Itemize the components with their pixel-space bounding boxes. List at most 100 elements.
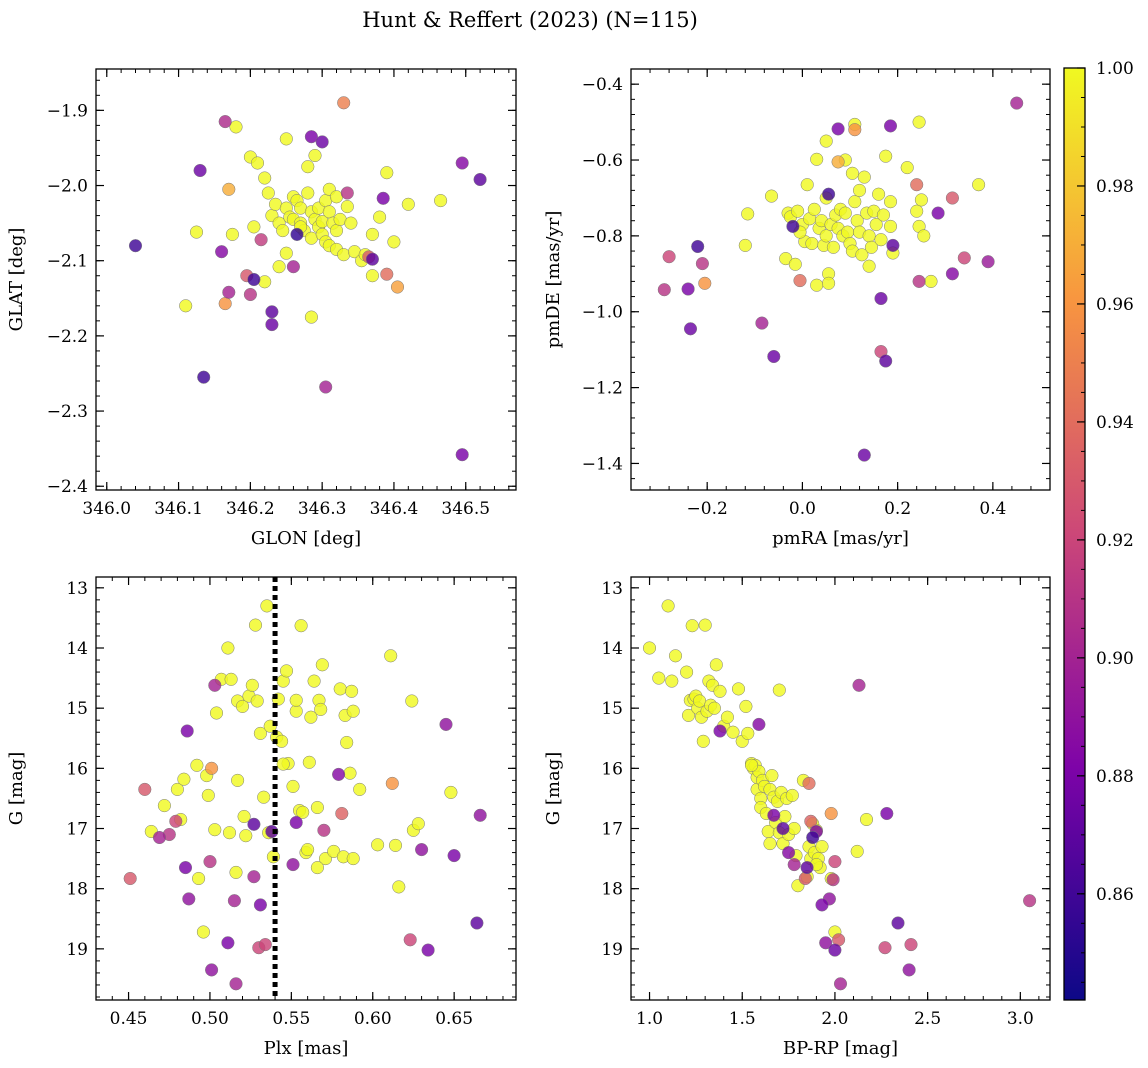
x-tick-label: 2.5 <box>914 1009 941 1029</box>
data-point <box>265 318 279 332</box>
colorbar-tick-label: 0.96 <box>1096 295 1134 315</box>
data-point <box>713 684 727 698</box>
data-point <box>788 257 802 271</box>
y-tick-label: −0.4 <box>582 75 623 95</box>
data-point <box>258 275 272 289</box>
y-tick-label: 13 <box>66 579 88 599</box>
data-point <box>807 202 821 216</box>
data-point <box>179 299 193 313</box>
data-point <box>869 217 883 232</box>
data-point <box>741 207 755 221</box>
data-point <box>473 172 487 187</box>
data-point <box>859 812 874 827</box>
data-point <box>455 448 469 462</box>
data-point <box>411 817 425 831</box>
data-point <box>800 178 814 192</box>
data-point <box>755 316 769 330</box>
colorbar-tick-label: 0.86 <box>1096 885 1134 905</box>
data-point <box>810 278 824 292</box>
data-point <box>662 250 676 264</box>
data-point <box>744 758 759 772</box>
data-point <box>296 805 310 819</box>
x-tick-label: 0.65 <box>435 1009 473 1029</box>
panel-sky: 346.0 346.1 346.2 346.3 346.4 346.5 −1.9 −2.0 −2… <box>6 68 517 549</box>
axes-frame <box>630 576 1051 1001</box>
data-point <box>852 678 866 692</box>
data-point <box>805 236 819 251</box>
data-point <box>123 871 137 886</box>
y-tick-label: 19 <box>66 940 88 960</box>
data-point <box>301 186 315 200</box>
data-point <box>681 708 696 722</box>
data-point <box>310 861 324 875</box>
data-point <box>215 245 229 259</box>
data-point <box>322 205 336 219</box>
y-tick-label: −0.8 <box>582 227 623 247</box>
y-tick-label: −1.9 <box>47 101 88 121</box>
data-point <box>698 618 712 632</box>
data-point <box>247 870 261 884</box>
data-point <box>315 658 329 672</box>
x-tick-label: 0.60 <box>354 1009 392 1029</box>
data-point <box>346 704 360 718</box>
data-point <box>279 664 294 678</box>
data-point <box>874 233 888 247</box>
data-point <box>260 599 274 613</box>
data-point <box>373 210 387 224</box>
data-point <box>819 936 833 950</box>
data-point <box>804 814 818 828</box>
data-point <box>237 809 251 824</box>
x-axis-label: pmRA [mas/yr] <box>772 528 909 549</box>
data-point <box>276 757 290 771</box>
data-point <box>344 216 358 230</box>
data-point <box>473 808 487 822</box>
panel-plx: 0.45 0.50 0.55 0.60 0.65 13 14 15 16 17 18 19 Plx [m… <box>6 576 517 1059</box>
panel-cmd: 1.0 1.5 2.0 2.5 3.0 13 14 15 16 17 18 19 BP-RP [mag]… <box>543 576 1051 1059</box>
data-point <box>250 156 265 170</box>
data-point <box>709 658 723 672</box>
data-point <box>838 206 852 220</box>
data-point <box>257 790 271 804</box>
data-point <box>205 963 219 977</box>
data-point <box>258 938 272 952</box>
data-point <box>696 734 710 748</box>
data-point <box>208 678 222 692</box>
data-point <box>308 148 322 163</box>
data-point <box>720 710 734 724</box>
data-point <box>752 717 766 731</box>
data-point <box>824 806 838 821</box>
data-point <box>972 178 986 192</box>
data-point <box>385 776 399 790</box>
data-point <box>304 130 318 144</box>
data-point <box>850 844 864 858</box>
data-point <box>265 824 279 839</box>
data-point <box>981 255 995 269</box>
data-point <box>910 204 924 218</box>
data-point <box>239 829 253 843</box>
data-point <box>857 448 871 462</box>
colorbar-tick-label: 1.00 <box>1096 59 1134 79</box>
data-point <box>302 755 316 769</box>
data-point <box>205 761 219 775</box>
data-point <box>945 267 959 281</box>
data-point <box>815 898 829 912</box>
axes-frame <box>95 68 517 491</box>
data-point <box>862 259 876 273</box>
data-point <box>193 163 207 178</box>
data-point <box>333 682 347 696</box>
data-point <box>698 276 712 290</box>
y-tick-label: 16 <box>66 759 88 779</box>
data-point <box>243 287 257 302</box>
data-point <box>845 166 859 180</box>
data-point <box>392 880 406 894</box>
colorbar-tick-label: 0.94 <box>1096 413 1134 433</box>
data-point <box>872 187 886 201</box>
data-point <box>680 665 694 679</box>
x-axis-label: Plx [mas] <box>264 1038 349 1059</box>
axes-frame <box>95 576 517 1001</box>
data-point <box>447 849 461 863</box>
data-point <box>384 649 398 663</box>
colorbar-tick-label: 0.98 <box>1096 177 1134 197</box>
data-point <box>855 248 869 262</box>
